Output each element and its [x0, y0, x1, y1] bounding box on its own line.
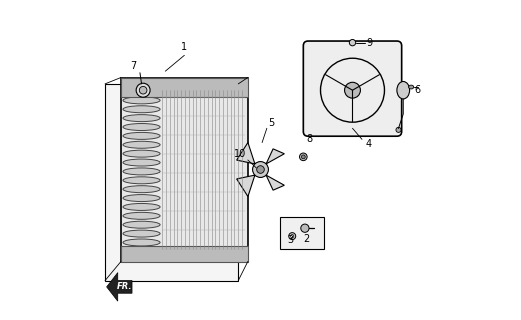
Text: 2: 2: [303, 234, 309, 244]
Ellipse shape: [123, 186, 160, 193]
Polygon shape: [237, 175, 255, 196]
Polygon shape: [266, 175, 284, 190]
Circle shape: [136, 83, 150, 97]
Ellipse shape: [123, 168, 160, 175]
Circle shape: [344, 82, 361, 98]
Circle shape: [289, 233, 296, 240]
Ellipse shape: [123, 204, 160, 211]
Circle shape: [257, 166, 264, 173]
Ellipse shape: [123, 124, 160, 131]
Ellipse shape: [123, 239, 160, 246]
Circle shape: [253, 162, 268, 178]
Ellipse shape: [123, 97, 160, 104]
Polygon shape: [266, 149, 284, 164]
Ellipse shape: [123, 159, 160, 166]
Ellipse shape: [123, 177, 160, 184]
Ellipse shape: [123, 132, 160, 140]
Text: 6: 6: [414, 85, 420, 95]
Bar: [121, 246, 248, 261]
Polygon shape: [237, 142, 255, 164]
Ellipse shape: [123, 212, 160, 219]
Text: 8: 8: [306, 134, 313, 144]
Ellipse shape: [123, 141, 160, 148]
Ellipse shape: [397, 82, 410, 99]
Ellipse shape: [123, 230, 160, 237]
Polygon shape: [107, 273, 132, 301]
Ellipse shape: [123, 195, 160, 202]
Circle shape: [291, 235, 294, 238]
Ellipse shape: [123, 221, 160, 228]
Text: FR.: FR.: [117, 282, 132, 291]
Bar: [121, 77, 248, 97]
Bar: [105, 84, 238, 281]
Text: 1: 1: [181, 42, 188, 52]
Bar: [121, 77, 248, 261]
Circle shape: [302, 155, 305, 159]
Circle shape: [301, 224, 309, 232]
Circle shape: [349, 39, 356, 46]
Circle shape: [139, 86, 147, 94]
Text: 3: 3: [288, 235, 294, 245]
Ellipse shape: [123, 106, 160, 113]
Circle shape: [396, 127, 401, 132]
Text: 10: 10: [234, 149, 246, 159]
Text: 5: 5: [268, 118, 275, 128]
Text: 7: 7: [130, 61, 137, 71]
FancyBboxPatch shape: [303, 41, 402, 136]
Text: 9: 9: [367, 38, 373, 48]
Circle shape: [300, 153, 307, 161]
Text: 4: 4: [365, 139, 371, 149]
Ellipse shape: [408, 85, 414, 89]
Ellipse shape: [123, 115, 160, 122]
Bar: [280, 217, 324, 249]
Ellipse shape: [123, 150, 160, 157]
